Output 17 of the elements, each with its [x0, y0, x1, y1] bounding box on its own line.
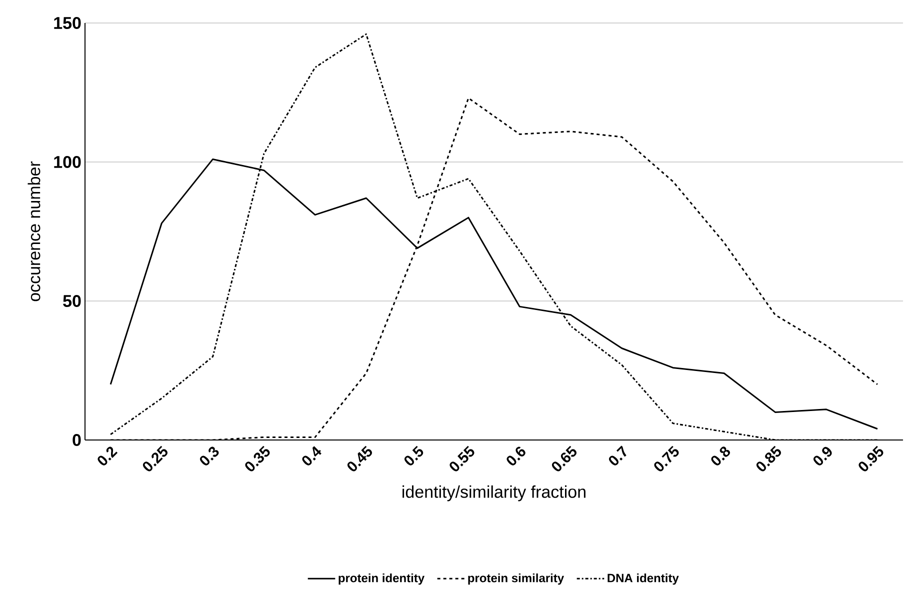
y-tick-label: 150: [54, 16, 81, 30]
y-tick-label: 0: [72, 434, 81, 446]
x-tick-label: 0.9: [813, 446, 832, 466]
x-axis-title: identity/similarity fraction: [402, 485, 586, 502]
x-tick-label: 0.4: [302, 446, 322, 466]
x-tick-label: 0.6: [506, 446, 526, 466]
y-tick-label: 50: [63, 294, 81, 308]
x-tick-label: 0.3: [200, 446, 219, 466]
x-tick-label: 0.7: [608, 446, 626, 466]
y-tick-label: 100: [54, 156, 81, 168]
x-tick-label: 0.2: [98, 446, 118, 466]
legend-label: DNA identity: [608, 573, 679, 585]
legend-label: protein similarity: [468, 573, 564, 585]
x-tick-label: 0.5: [404, 446, 424, 466]
y-axis-title: occurence number: [28, 161, 40, 302]
x-tick-label: 0.8: [711, 446, 730, 466]
legend-label: protein identity: [338, 573, 425, 585]
